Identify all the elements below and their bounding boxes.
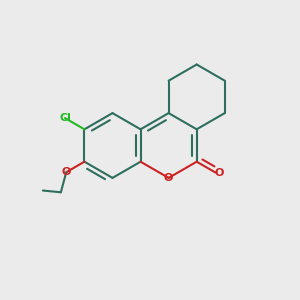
- Text: O: O: [164, 173, 173, 183]
- Text: O: O: [214, 167, 224, 178]
- Text: Cl: Cl: [59, 113, 71, 123]
- Text: O: O: [61, 167, 71, 177]
